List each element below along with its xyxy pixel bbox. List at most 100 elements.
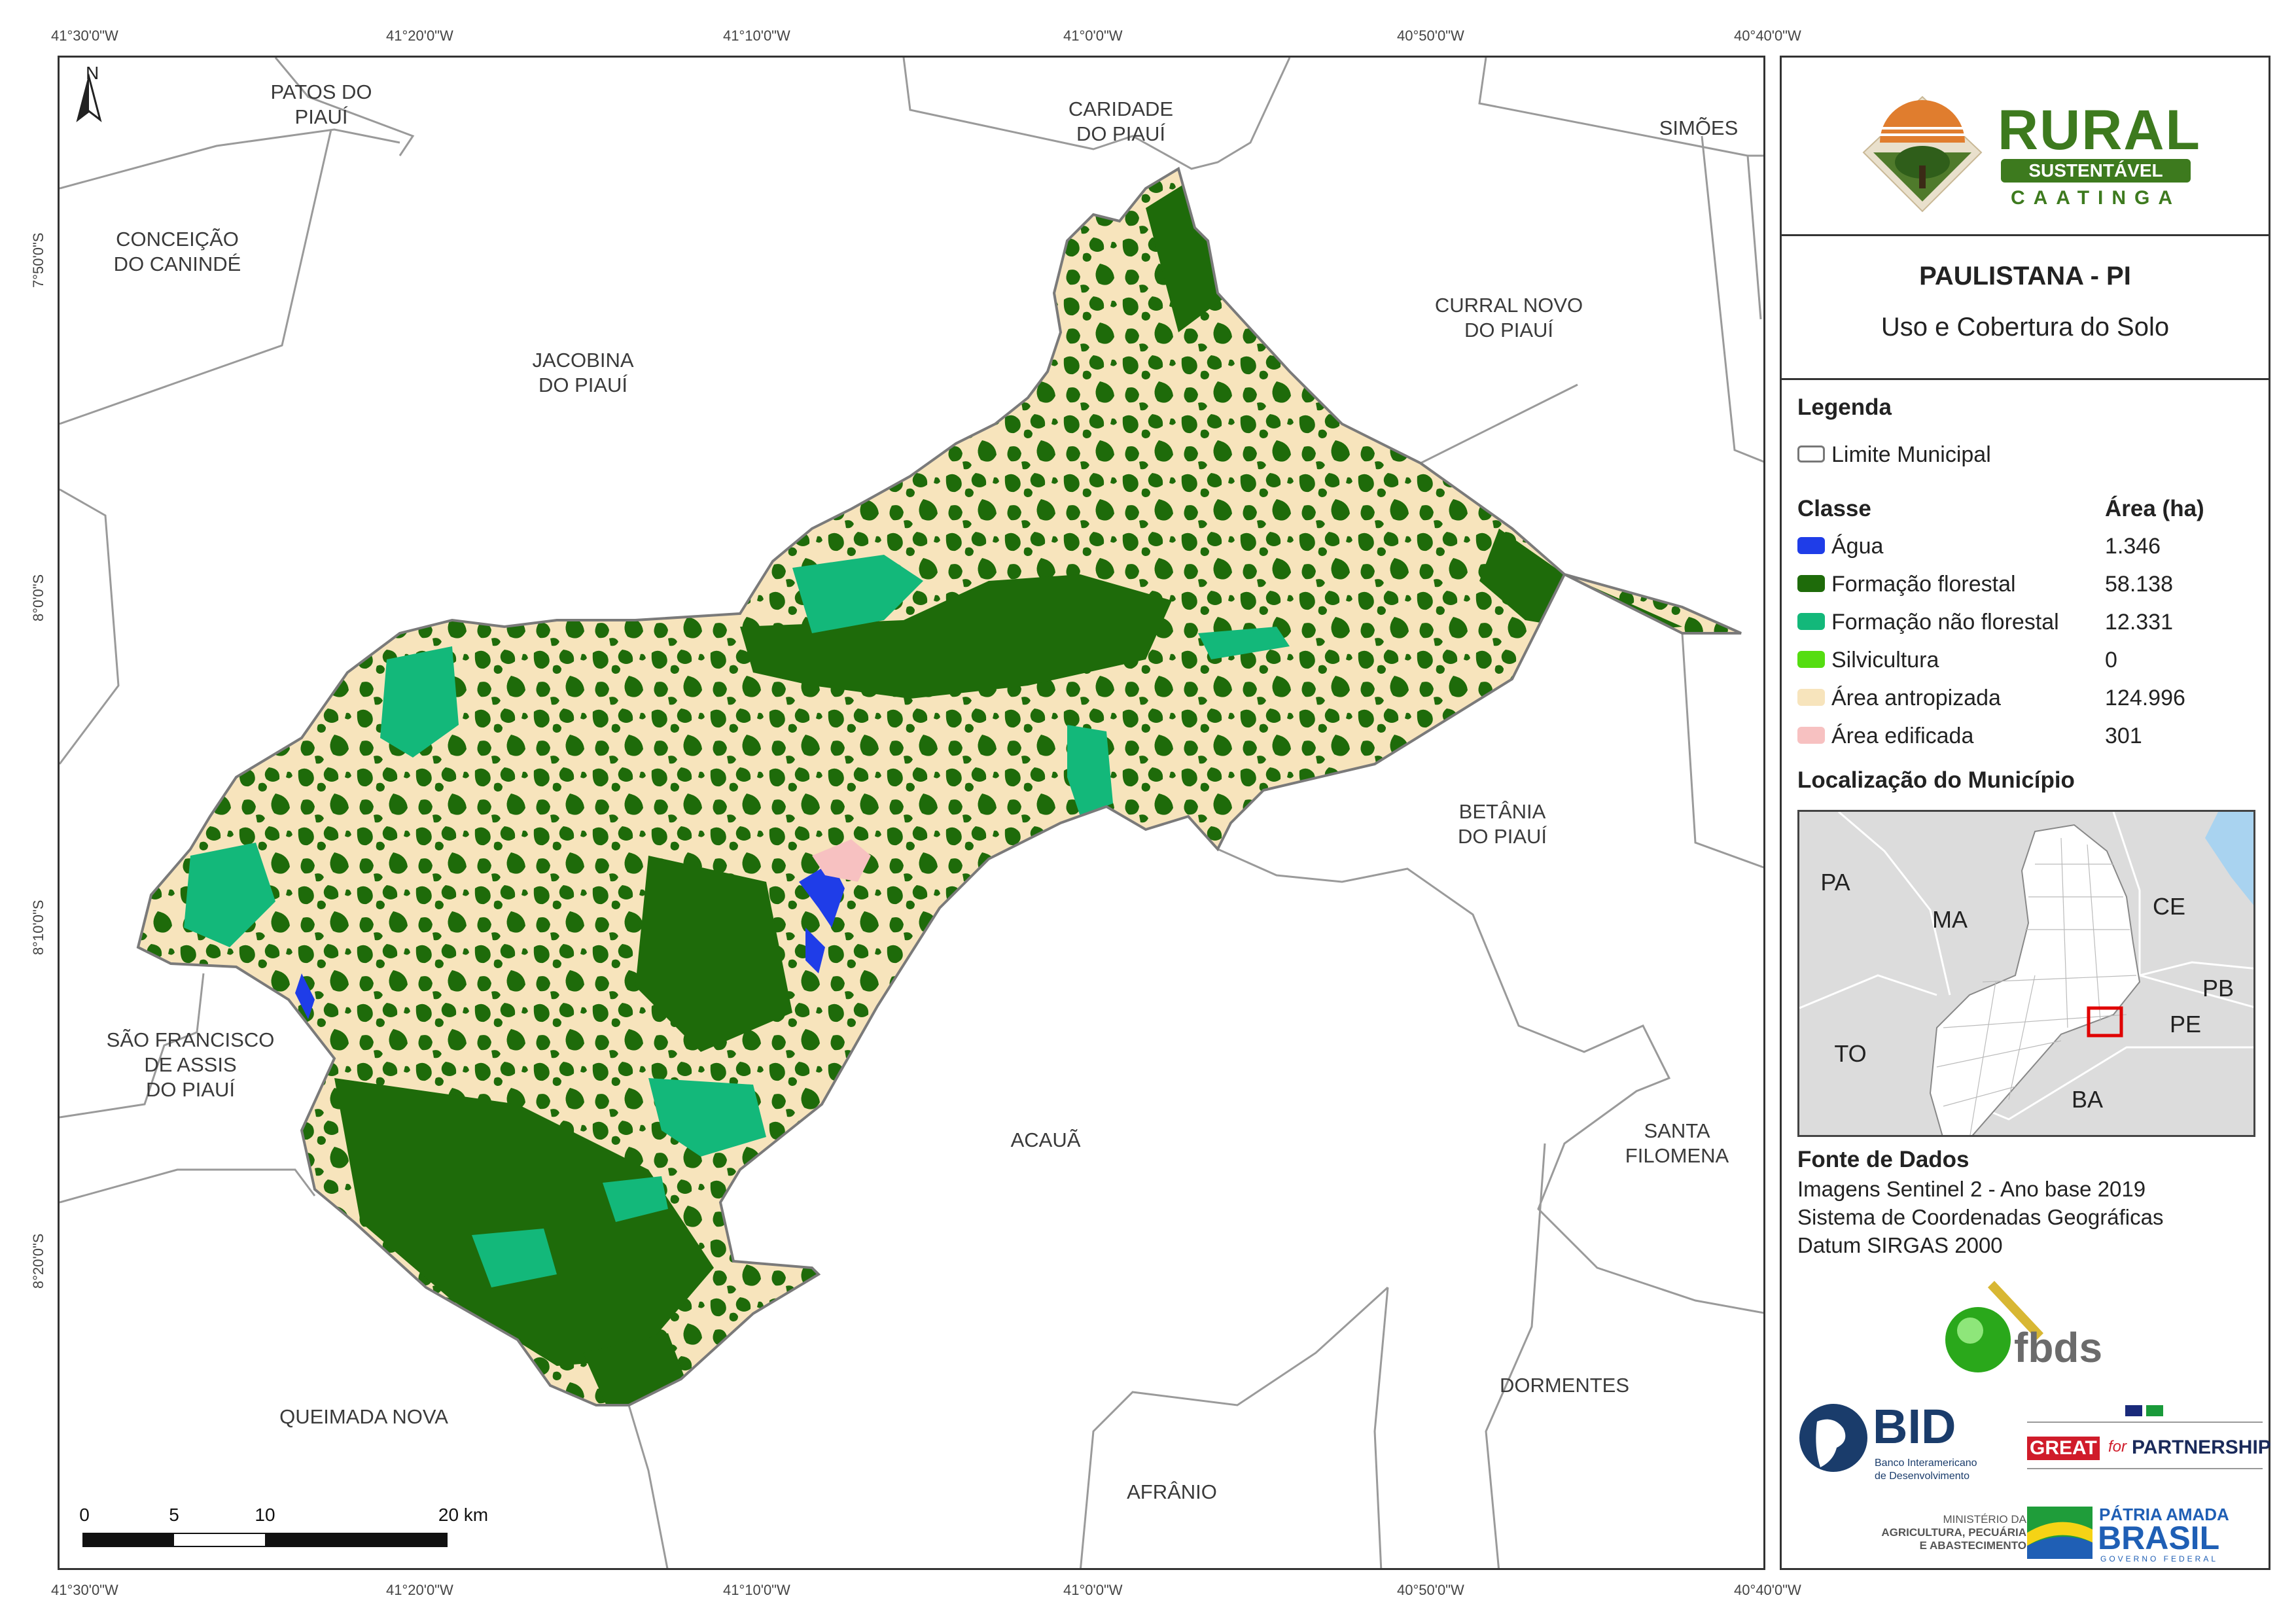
muni-label-caridade: CARIDADE DO PIAUÍ [1068, 97, 1174, 145]
muni-label-curral-novo: CURRAL NOVO DO PIAUÍ [1434, 294, 1583, 341]
inset-state-pe: PE [2169, 1011, 2202, 1038]
bid-text: BID [1873, 1399, 1956, 1454]
logo-sustentavel-text: SUSTENTÁVEL [2001, 159, 2191, 183]
inset-state-ce: CE [2152, 893, 2186, 920]
legend-row-boundary: Limite Municipal [1797, 440, 2255, 469]
swatch-formacao-nao-florestal [1797, 613, 1825, 630]
boundary-swatch [1797, 445, 1825, 462]
bid-subtext-2: de Desenvolvimento [1875, 1471, 1969, 1482]
legend-area: 0 [2105, 648, 2117, 672]
coord-top-3: 41°10'0"W [723, 27, 790, 44]
muni-label-acaua: ACAUÃ [1010, 1128, 1081, 1151]
swatch-area-edificada [1797, 727, 1825, 744]
muni-label-santa-filomena: SANTA FILOMENA [1625, 1119, 1729, 1167]
inset-state-pb: PB [2202, 975, 2234, 1002]
location-inset-map: PA MA CE PB PE TO BA [1797, 810, 2255, 1137]
info-panel: RURAL SUSTENTÁVEL CAATINGA PAULISTANA - … [1780, 56, 2272, 1570]
legend-row-formacao-florestal: Formação florestal 58.138 [1797, 570, 2255, 599]
patria-text: PÁTRIA AMADA [2099, 1505, 2229, 1524]
location-marker-icon [2087, 1006, 2123, 1038]
swatch-silvicultura [1797, 651, 1825, 668]
brasil-governo-logo: PÁTRIA AMADA BRASIL GOVERNO FEDERAL [2027, 1503, 2256, 1563]
ministry-line-1: MINISTÉRIO DA [1943, 1513, 2026, 1526]
coord-bottom-6: 40°40'0"W [1734, 1582, 1801, 1598]
map-canvas [60, 58, 1763, 1568]
inset-state-ba: BA [2071, 1086, 2104, 1113]
coord-bottom-4: 41°0'0"W [1063, 1582, 1123, 1598]
legend-label: Água [1831, 534, 1884, 559]
legend-area-header: Área (ha) [2105, 496, 2204, 521]
scale-label-0: 0 [79, 1505, 90, 1525]
location-heading: Localização do Município [1797, 767, 2075, 793]
legend-label: Área edificada [1831, 724, 1974, 748]
brasil-text: BRASIL [2098, 1520, 2220, 1556]
legend-area: 124.996 [2105, 686, 2185, 710]
coord-bottom-1: 41°30'0"W [51, 1582, 118, 1598]
swatch-agua [1797, 537, 1825, 554]
scale-label-5: 5 [169, 1505, 179, 1525]
governo-text: GOVERNO FEDERAL [2100, 1554, 2219, 1563]
muni-label-jacobina: JACOBINA DO PIAUÍ [532, 349, 634, 396]
inset-state-pa: PA [1820, 869, 1850, 896]
for-text: for [2108, 1438, 2127, 1456]
coord-top-6: 40°40'0"W [1734, 27, 1801, 44]
muni-label-queimada-nova: QUEIMADA NOVA [279, 1405, 448, 1428]
map-title: PAULISTANA - PI [1919, 262, 2131, 290]
source-line-1: Imagens Sentinel 2 - Ano base 2019 [1797, 1177, 2146, 1201]
partnership-text: PARTNERSHIP [2132, 1437, 2271, 1458]
coord-top-2: 41°20'0"W [386, 27, 453, 44]
legend-row-area-edificada: Área edificada 301 [1797, 722, 2255, 750]
swatch-area-antropizada [1797, 689, 1825, 706]
coord-top-1: 41°30'0"W [51, 27, 118, 44]
legend-area: 58.138 [2105, 572, 2173, 597]
inset-state-ma: MA [1932, 906, 1968, 933]
ministry-line-2: AGRICULTURA, PECUÁRIA [1881, 1526, 2026, 1539]
great-partnership-logo: GREAT for PARTNERSHIP [2027, 1405, 2271, 1484]
legend-boundary-label: Limite Municipal [1831, 442, 1991, 467]
legend-area: 1.346 [2105, 534, 2161, 559]
coord-top-4: 41°0'0"W [1063, 27, 1123, 44]
coord-bottom-5: 40°50'0"W [1397, 1582, 1464, 1598]
legend-label: Formação florestal [1831, 572, 2016, 597]
neighbor-boundaries [60, 58, 1763, 1568]
great-text: GREAT [2027, 1437, 2100, 1460]
source-heading: Fonte de Dados [1797, 1147, 1969, 1172]
source-line-3: Datum SIRGAS 2000 [1797, 1233, 2003, 1257]
caatinga-emblem-icon [1862, 96, 1983, 213]
fbds-text: fbds [2014, 1324, 2103, 1371]
coord-bottom-2: 41°20'0"W [386, 1582, 453, 1598]
legend-label: Silvicultura [1831, 648, 1939, 672]
uk-flag-icon [2125, 1405, 2142, 1416]
muni-label-patos: PATOS DO PIAUÍ [270, 80, 372, 128]
brasil-flag-wave-icon [2027, 1507, 2093, 1559]
muni-label-dormentes: DORMENTES [1499, 1374, 1630, 1397]
north-arrow-icon [76, 73, 102, 122]
muni-label-betania: BETÂNIA DO PIAUÍ [1457, 800, 1547, 848]
map-frame[interactable]: N PATOS DO PIAUÍ CARIDADE DO PIAUÍ SIMÕE… [58, 56, 1765, 1570]
legend-class-header: Classe [1797, 496, 1871, 521]
muni-label-simoes: SIMÕES [1659, 116, 1739, 139]
muni-label-sao-francisco: SÃO FRANCISCO DE ASSIS DO PIAUÍ [106, 1028, 275, 1101]
coord-top-5: 40°50'0"W [1397, 27, 1464, 44]
legend-row-formacao-nao-florestal: Formação não florestal 12.331 [1797, 608, 2255, 637]
legend-row-agua: Água 1.346 [1797, 532, 2255, 561]
muni-label-afranio: AFRÂNIO [1127, 1480, 1217, 1503]
north-arrow-label: N [86, 63, 99, 83]
scale-label-20: 20 km [438, 1505, 489, 1525]
legend-row-silvicultura: Silvicultura 0 [1797, 646, 2255, 674]
legend-heading: Legenda [1797, 394, 1892, 420]
ministry-line-3: E ABASTECIMENTO [1919, 1539, 2026, 1552]
coord-left-3: 8°10'0"S [30, 899, 46, 955]
inset-state-to: TO [1834, 1040, 1867, 1067]
legend-label: Formação não florestal [1831, 610, 2059, 635]
brazil-flag-icon [2146, 1405, 2163, 1416]
logo-rural-text: RURAL [1998, 99, 2201, 162]
legend-area: 301 [2105, 724, 2142, 748]
coord-bottom-3: 41°10'0"W [723, 1582, 790, 1598]
coord-left-2: 8°0'0"S [30, 574, 46, 621]
logo-rural-sustentavel: RURAL SUSTENTÁVEL CAATINGA [1782, 58, 2272, 234]
scale-label-10: 10 [255, 1505, 275, 1525]
swatch-formacao-florestal [1797, 575, 1825, 592]
ministry-text: MINISTÉRIO DA AGRICULTURA, PECUÁRIA E AB… [1797, 1513, 2026, 1552]
map-subtitle: Uso e Cobertura do Solo [1881, 313, 2170, 341]
